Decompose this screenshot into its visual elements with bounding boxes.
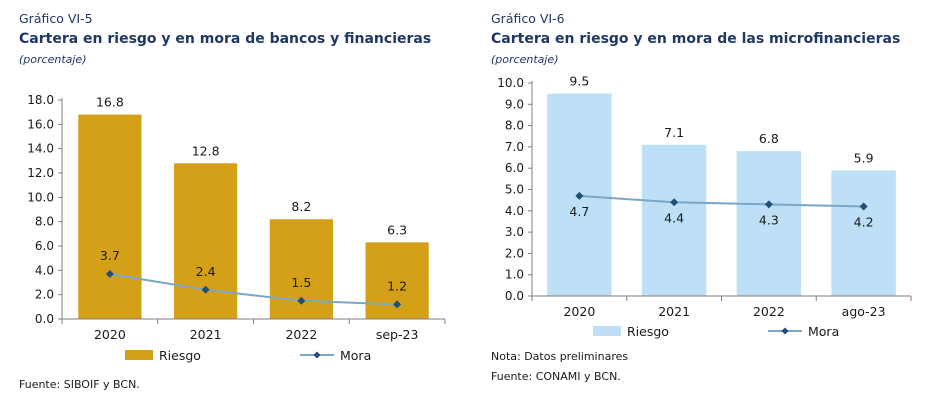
point-value-label: 4.3 bbox=[759, 212, 779, 227]
point-mora bbox=[201, 285, 210, 294]
x-tick-label: 2021 bbox=[190, 327, 222, 342]
point-mora bbox=[575, 191, 584, 200]
legend-label-riesgo: Riesgo bbox=[159, 348, 201, 363]
bar-value-label: 8.2 bbox=[291, 199, 311, 214]
point-value-label: 2.4 bbox=[196, 264, 216, 279]
y-tick-label: 8.0 bbox=[35, 215, 54, 229]
x-tick-label: 2021 bbox=[658, 304, 690, 319]
figure-number: Gráfico VI-6 bbox=[491, 11, 565, 26]
source-note: Fuente: SIBOIF y BCN. bbox=[19, 378, 140, 391]
bar-value-label: 6.3 bbox=[387, 222, 407, 237]
point-mora bbox=[393, 300, 402, 309]
x-tick-label: 2022 bbox=[753, 304, 785, 319]
bar-value-label: 12.8 bbox=[192, 143, 220, 158]
y-tick-label: 5.0 bbox=[505, 183, 524, 197]
y-tick-label: 12.0 bbox=[27, 166, 54, 180]
y-tick-label: 10.0 bbox=[27, 190, 54, 204]
legend-label-riesgo: Riesgo bbox=[627, 324, 669, 339]
bar-value-label: 6.8 bbox=[759, 131, 779, 146]
y-tick-label: 7.0 bbox=[505, 140, 524, 154]
y-tick-label: 4.0 bbox=[505, 204, 524, 218]
y-tick-label: 8.0 bbox=[505, 119, 524, 133]
y-tick-label: 9.0 bbox=[505, 97, 524, 111]
point-mora bbox=[859, 202, 868, 211]
point-value-label: 3.7 bbox=[100, 248, 120, 263]
chart-plot: 0.0 2.0 4.0 6.0 8.0 10.0 12.0 14.0 16.0 18.0 16.8 1… bbox=[27, 93, 446, 363]
legend-swatch-riesgo bbox=[593, 326, 621, 336]
y-tick-label: 0.0 bbox=[505, 289, 524, 303]
bar-riesgo bbox=[831, 170, 896, 296]
point-value-label: 1.2 bbox=[387, 278, 407, 293]
y-tick-label: 6.0 bbox=[505, 161, 524, 175]
x-tick-label: sep-23 bbox=[376, 327, 419, 342]
figure-number: Gráfico VI-5 bbox=[19, 11, 93, 26]
y-tick-label: 16.0 bbox=[27, 117, 54, 131]
bar-riesgo bbox=[641, 144, 707, 296]
y-tick-label: 10.0 bbox=[497, 76, 524, 90]
legend-marker-mora bbox=[781, 327, 789, 335]
x-tick-label: 2020 bbox=[94, 327, 126, 342]
chart-unit: (porcentaje) bbox=[19, 53, 87, 66]
y-tick-label: 1.0 bbox=[505, 268, 524, 282]
chart-plot: 0.0 1.0 2.0 3.0 4.0 5.0 6.0 7.0 8.0 9.0 10.0 9.5 7.1… bbox=[497, 74, 912, 339]
y-tick-label: 6.0 bbox=[35, 239, 54, 253]
bar-riesgo bbox=[78, 114, 142, 319]
x-tick-label: 2022 bbox=[285, 327, 317, 342]
y-tick-label: 18.0 bbox=[27, 93, 54, 107]
point-value-label: 4.4 bbox=[664, 210, 684, 225]
legend-swatch-riesgo bbox=[125, 350, 153, 360]
y-tick-label: 0.0 bbox=[35, 312, 54, 326]
x-tick-label: 2020 bbox=[563, 304, 595, 319]
y-tick-label: 2.0 bbox=[35, 288, 54, 302]
point-mora bbox=[297, 296, 306, 305]
source-note: Fuente: CONAMI y BCN. bbox=[491, 370, 621, 383]
legend-marker-mora bbox=[313, 351, 321, 359]
point-mora bbox=[105, 269, 114, 278]
chart-panel-left: Gráfico VI-5 Cartera en riesgo y en mora… bbox=[0, 0, 470, 416]
line-mora bbox=[579, 194, 864, 208]
legend-label-mora: Mora bbox=[808, 324, 839, 339]
y-tick-label: 3.0 bbox=[505, 225, 524, 239]
chart-title: Cartera en riesgo y en mora de bancos y … bbox=[19, 31, 432, 47]
line-mora bbox=[109, 272, 398, 306]
bar-riesgo bbox=[736, 151, 802, 296]
bar-value-label: 9.5 bbox=[569, 74, 589, 89]
point-value-label: 4.2 bbox=[854, 215, 874, 230]
chart-unit: (porcentaje) bbox=[491, 53, 559, 66]
x-tick-label: ago-23 bbox=[842, 304, 886, 319]
y-tick-label: 14.0 bbox=[27, 142, 54, 156]
point-mora bbox=[764, 200, 773, 209]
bar-value-label: 16.8 bbox=[96, 95, 124, 110]
bar-value-label: 7.1 bbox=[664, 125, 684, 140]
bar-riesgo bbox=[174, 163, 238, 319]
point-value-label: 4.7 bbox=[569, 204, 589, 219]
chart-title: Cartera en riesgo y en mora de las micro… bbox=[491, 31, 901, 47]
data-note: Nota: Datos preliminares bbox=[491, 350, 629, 363]
bar-value-label: 5.9 bbox=[854, 150, 874, 165]
point-mora bbox=[670, 198, 679, 207]
chart-panel-right: Gráfico VI-6 Cartera en riesgo y en mora… bbox=[478, 0, 947, 416]
point-value-label: 1.5 bbox=[291, 275, 311, 290]
y-tick-label: 4.0 bbox=[35, 263, 54, 277]
y-tick-label: 2.0 bbox=[505, 246, 524, 260]
legend-label-mora: Mora bbox=[340, 348, 371, 363]
